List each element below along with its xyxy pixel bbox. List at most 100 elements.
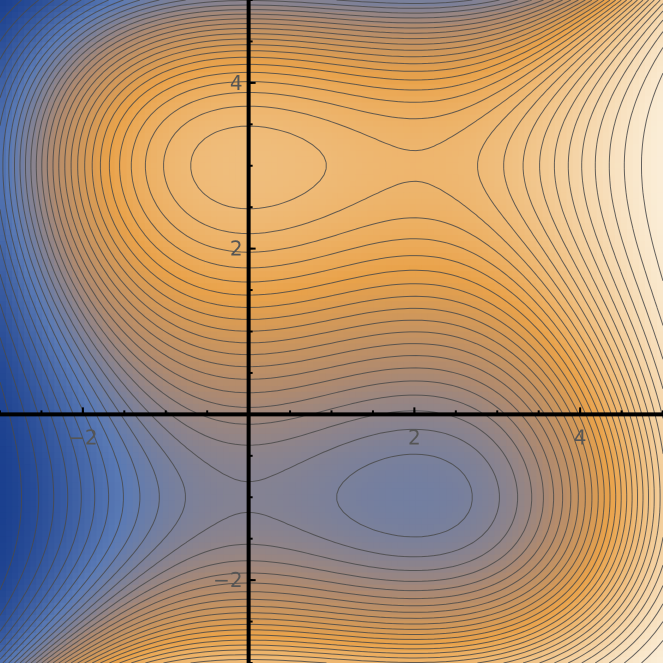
heatmap-cell — [584, 30, 592, 37]
heatmap-cell — [626, 192, 634, 200]
heatmap-cell — [84, 96, 92, 104]
heatmap-cell — [512, 247, 519, 254]
heatmap-cell — [253, 186, 260, 194]
heatmap-cell — [198, 198, 206, 206]
heatmap-cell — [584, 229, 592, 236]
heatmap-cell — [403, 210, 411, 218]
heatmap-cell — [289, 204, 296, 212]
heatmap-cell — [138, 84, 146, 92]
heatmap-cell — [409, 144, 417, 152]
heatmap-cell — [439, 126, 447, 134]
heatmap-cell — [373, 150, 381, 158]
heatmap-cell — [210, 259, 218, 266]
heatmap-cell — [325, 24, 333, 31]
heatmap-cell — [174, 60, 182, 67]
heatmap-cell — [415, 210, 423, 218]
heatmap-cell — [192, 241, 200, 248]
heatmap-cell — [313, 229, 321, 236]
heatmap-cell — [452, 36, 459, 43]
heatmap-cell — [241, 156, 248, 164]
heatmap-cell — [584, 156, 592, 164]
heatmap-cell — [524, 216, 531, 224]
heatmap-cell — [307, 108, 315, 116]
heatmap-cell — [590, 126, 598, 134]
heatmap-cell — [72, 72, 79, 79]
heatmap-cell — [482, 12, 489, 19]
heatmap-cell — [72, 66, 79, 73]
heatmap-cell — [132, 198, 140, 206]
heatmap-cell — [313, 156, 321, 164]
heatmap-cell — [24, 120, 31, 128]
heatmap-cell — [614, 253, 622, 260]
heatmap-cell — [156, 114, 164, 122]
heatmap-cell — [656, 210, 663, 218]
heatmap-cell — [512, 241, 519, 248]
heatmap-cell — [439, 12, 447, 19]
heatmap-cell — [271, 132, 278, 140]
heatmap-cell — [343, 174, 351, 182]
heatmap-cell — [355, 180, 363, 188]
heatmap-cell — [433, 48, 441, 55]
heatmap-cell — [144, 265, 152, 272]
heatmap-cell — [554, 174, 562, 182]
heatmap-cell — [0, 235, 7, 242]
heatmap-cell — [439, 6, 447, 13]
heatmap-cell — [584, 18, 592, 25]
heatmap-cell — [548, 216, 556, 224]
heatmap-cell — [301, 108, 308, 116]
heatmap-cell — [433, 174, 441, 182]
heatmap-cell — [156, 265, 164, 272]
heatmap-cell — [626, 72, 634, 79]
heatmap-cell — [186, 198, 194, 206]
heatmap-cell — [439, 210, 447, 218]
heatmap-cell — [512, 174, 519, 182]
heatmap-cell — [150, 174, 158, 182]
heatmap-cell — [229, 24, 236, 31]
heatmap-cell — [572, 66, 580, 73]
heatmap-cell — [403, 247, 411, 254]
heatmap-cell — [638, 229, 646, 236]
heatmap-cell — [427, 204, 435, 212]
heatmap-cell — [90, 120, 98, 128]
heatmap-cell — [590, 180, 598, 188]
heatmap-cell — [72, 30, 79, 37]
heatmap-cell — [301, 156, 308, 164]
heatmap-cell — [349, 259, 357, 266]
heatmap-cell — [156, 78, 164, 85]
heatmap-cell — [66, 60, 73, 67]
heatmap-cell — [186, 120, 194, 128]
heatmap-cell — [138, 24, 146, 31]
heatmap-cell — [397, 72, 405, 79]
heatmap-cell — [60, 174, 67, 182]
heatmap-cell — [379, 6, 387, 13]
heatmap-cell — [524, 36, 531, 43]
heatmap-cell — [403, 198, 411, 206]
heatmap-cell — [78, 223, 85, 230]
heatmap-cell — [355, 24, 363, 31]
heatmap-cell — [512, 198, 519, 206]
heatmap-cell — [48, 192, 55, 200]
heatmap-cell — [48, 150, 55, 158]
heatmap-cell — [168, 210, 176, 218]
heatmap-cell — [578, 36, 586, 43]
heatmap-cell — [192, 30, 200, 37]
heatmap-cell — [198, 223, 206, 230]
heatmap-cell — [433, 102, 441, 110]
heatmap-cell — [446, 259, 453, 266]
heatmap-cell — [48, 18, 55, 25]
heatmap-cell — [168, 132, 176, 140]
heatmap-cell — [488, 247, 495, 254]
heatmap-cell — [385, 174, 393, 182]
heatmap-cell — [265, 180, 272, 188]
heatmap-cell — [42, 235, 49, 242]
heatmap-cell — [373, 241, 381, 248]
heatmap-cell — [120, 90, 128, 98]
heatmap-cell — [18, 24, 25, 31]
heatmap-cell — [379, 229, 387, 236]
heatmap-cell — [84, 132, 92, 140]
heatmap-cell — [439, 150, 447, 158]
heatmap-cell — [632, 138, 640, 146]
heatmap-cell — [518, 223, 525, 230]
heatmap-cell — [518, 120, 525, 128]
heatmap-cell — [6, 162, 13, 170]
